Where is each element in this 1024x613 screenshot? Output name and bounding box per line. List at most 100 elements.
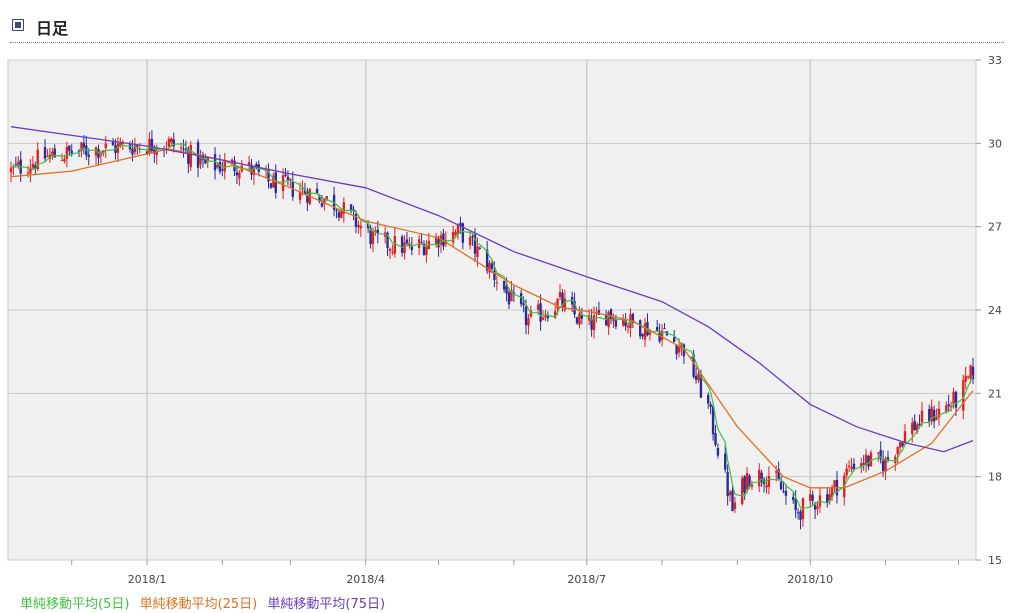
candle-body	[592, 315, 596, 331]
candle-body	[779, 481, 783, 490]
candle-body	[374, 230, 377, 232]
ma75-line	[10, 126, 974, 453]
candle-body	[17, 161, 20, 167]
candle-body	[267, 170, 270, 182]
candle-body	[886, 457, 890, 461]
candle-body	[121, 142, 124, 144]
candle-body	[830, 486, 834, 498]
legend-ma25: 単純移動平均(25日)	[139, 597, 258, 612]
candle-body	[187, 150, 190, 165]
candle-body	[340, 210, 343, 218]
candle-body	[809, 494, 812, 501]
candle-body	[369, 227, 372, 244]
candle-body	[578, 313, 581, 325]
candle-body	[359, 226, 363, 229]
candle-body	[454, 232, 457, 236]
candle-body	[604, 315, 608, 326]
candle-body	[451, 231, 455, 243]
candle-body	[223, 161, 226, 172]
x-tick-label: 2018/10	[787, 573, 833, 586]
candle-body	[675, 345, 678, 355]
candle-body	[658, 331, 661, 342]
candle-body	[913, 420, 916, 431]
candle-body	[199, 157, 202, 165]
candle-body	[945, 405, 948, 412]
candle-body	[422, 243, 426, 255]
candle-body	[580, 314, 584, 319]
y-tick-label: 21	[988, 387, 1002, 400]
candle-body	[643, 323, 647, 340]
candle-body	[485, 249, 489, 271]
candle-body	[641, 333, 644, 337]
candle-body	[852, 463, 856, 470]
candle-body	[833, 480, 836, 488]
candle-body	[349, 204, 353, 212]
candle-body	[898, 441, 902, 448]
candle-body	[935, 417, 938, 420]
candle-body	[116, 143, 120, 153]
candle-body	[731, 490, 734, 512]
candle-body	[505, 286, 508, 294]
candle-body	[529, 310, 533, 317]
candle-body	[962, 380, 965, 411]
candle-body	[357, 224, 360, 228]
candle-body	[9, 167, 13, 173]
panel-icon	[12, 19, 24, 31]
candle-body	[760, 472, 763, 483]
candle-body	[213, 154, 217, 171]
candle-body	[707, 394, 710, 404]
candle-body	[539, 303, 542, 322]
legend-ma5: 単純移動平均(5日)	[20, 597, 130, 612]
candle-body	[490, 263, 494, 269]
candle-body	[68, 145, 71, 151]
candle-body	[410, 246, 414, 251]
candle-body	[94, 147, 98, 156]
candle-body	[320, 203, 324, 207]
candle-body	[847, 465, 851, 467]
candle-body	[230, 159, 234, 163]
candle-body	[877, 452, 880, 454]
candle-body	[179, 147, 183, 149]
candle-body	[621, 319, 625, 326]
candle-body	[711, 406, 715, 435]
candle-body	[869, 452, 873, 467]
candle-body	[784, 490, 788, 496]
x-tick-label: 2018/1	[128, 573, 167, 586]
candle-body	[408, 242, 411, 247]
candle-body	[748, 475, 751, 488]
candle-body	[692, 354, 695, 377]
candle-body	[536, 304, 540, 310]
candle-body	[60, 159, 64, 161]
candle-body	[673, 337, 676, 343]
candle-body	[82, 142, 86, 148]
candle-body	[522, 303, 525, 306]
candle-body	[607, 311, 610, 328]
candle-body	[420, 242, 423, 244]
candle-body	[221, 169, 224, 171]
candle-body	[425, 245, 428, 256]
candle-body	[884, 458, 887, 472]
candle-body	[335, 210, 338, 212]
y-tick-label: 33	[988, 54, 1002, 67]
candle-body	[201, 154, 205, 161]
candle-body	[34, 165, 37, 169]
candle-body	[794, 499, 797, 511]
candle-body	[845, 468, 848, 476]
candle-body	[165, 148, 168, 150]
candle-body	[510, 289, 513, 302]
candle-body	[87, 154, 90, 157]
candle-body	[612, 317, 615, 322]
candle-body	[901, 442, 904, 447]
candle-body	[184, 149, 188, 151]
candle-body	[741, 478, 744, 504]
candle-body	[104, 143, 107, 149]
candle-body	[811, 495, 814, 501]
candle-body	[269, 183, 273, 188]
candle-body	[337, 212, 341, 218]
candle-body	[386, 232, 389, 248]
candle-body	[558, 291, 562, 298]
candle-body	[36, 149, 39, 170]
candle-body	[750, 484, 754, 487]
y-tick-label: 18	[988, 471, 1002, 484]
candle-body	[405, 239, 409, 244]
